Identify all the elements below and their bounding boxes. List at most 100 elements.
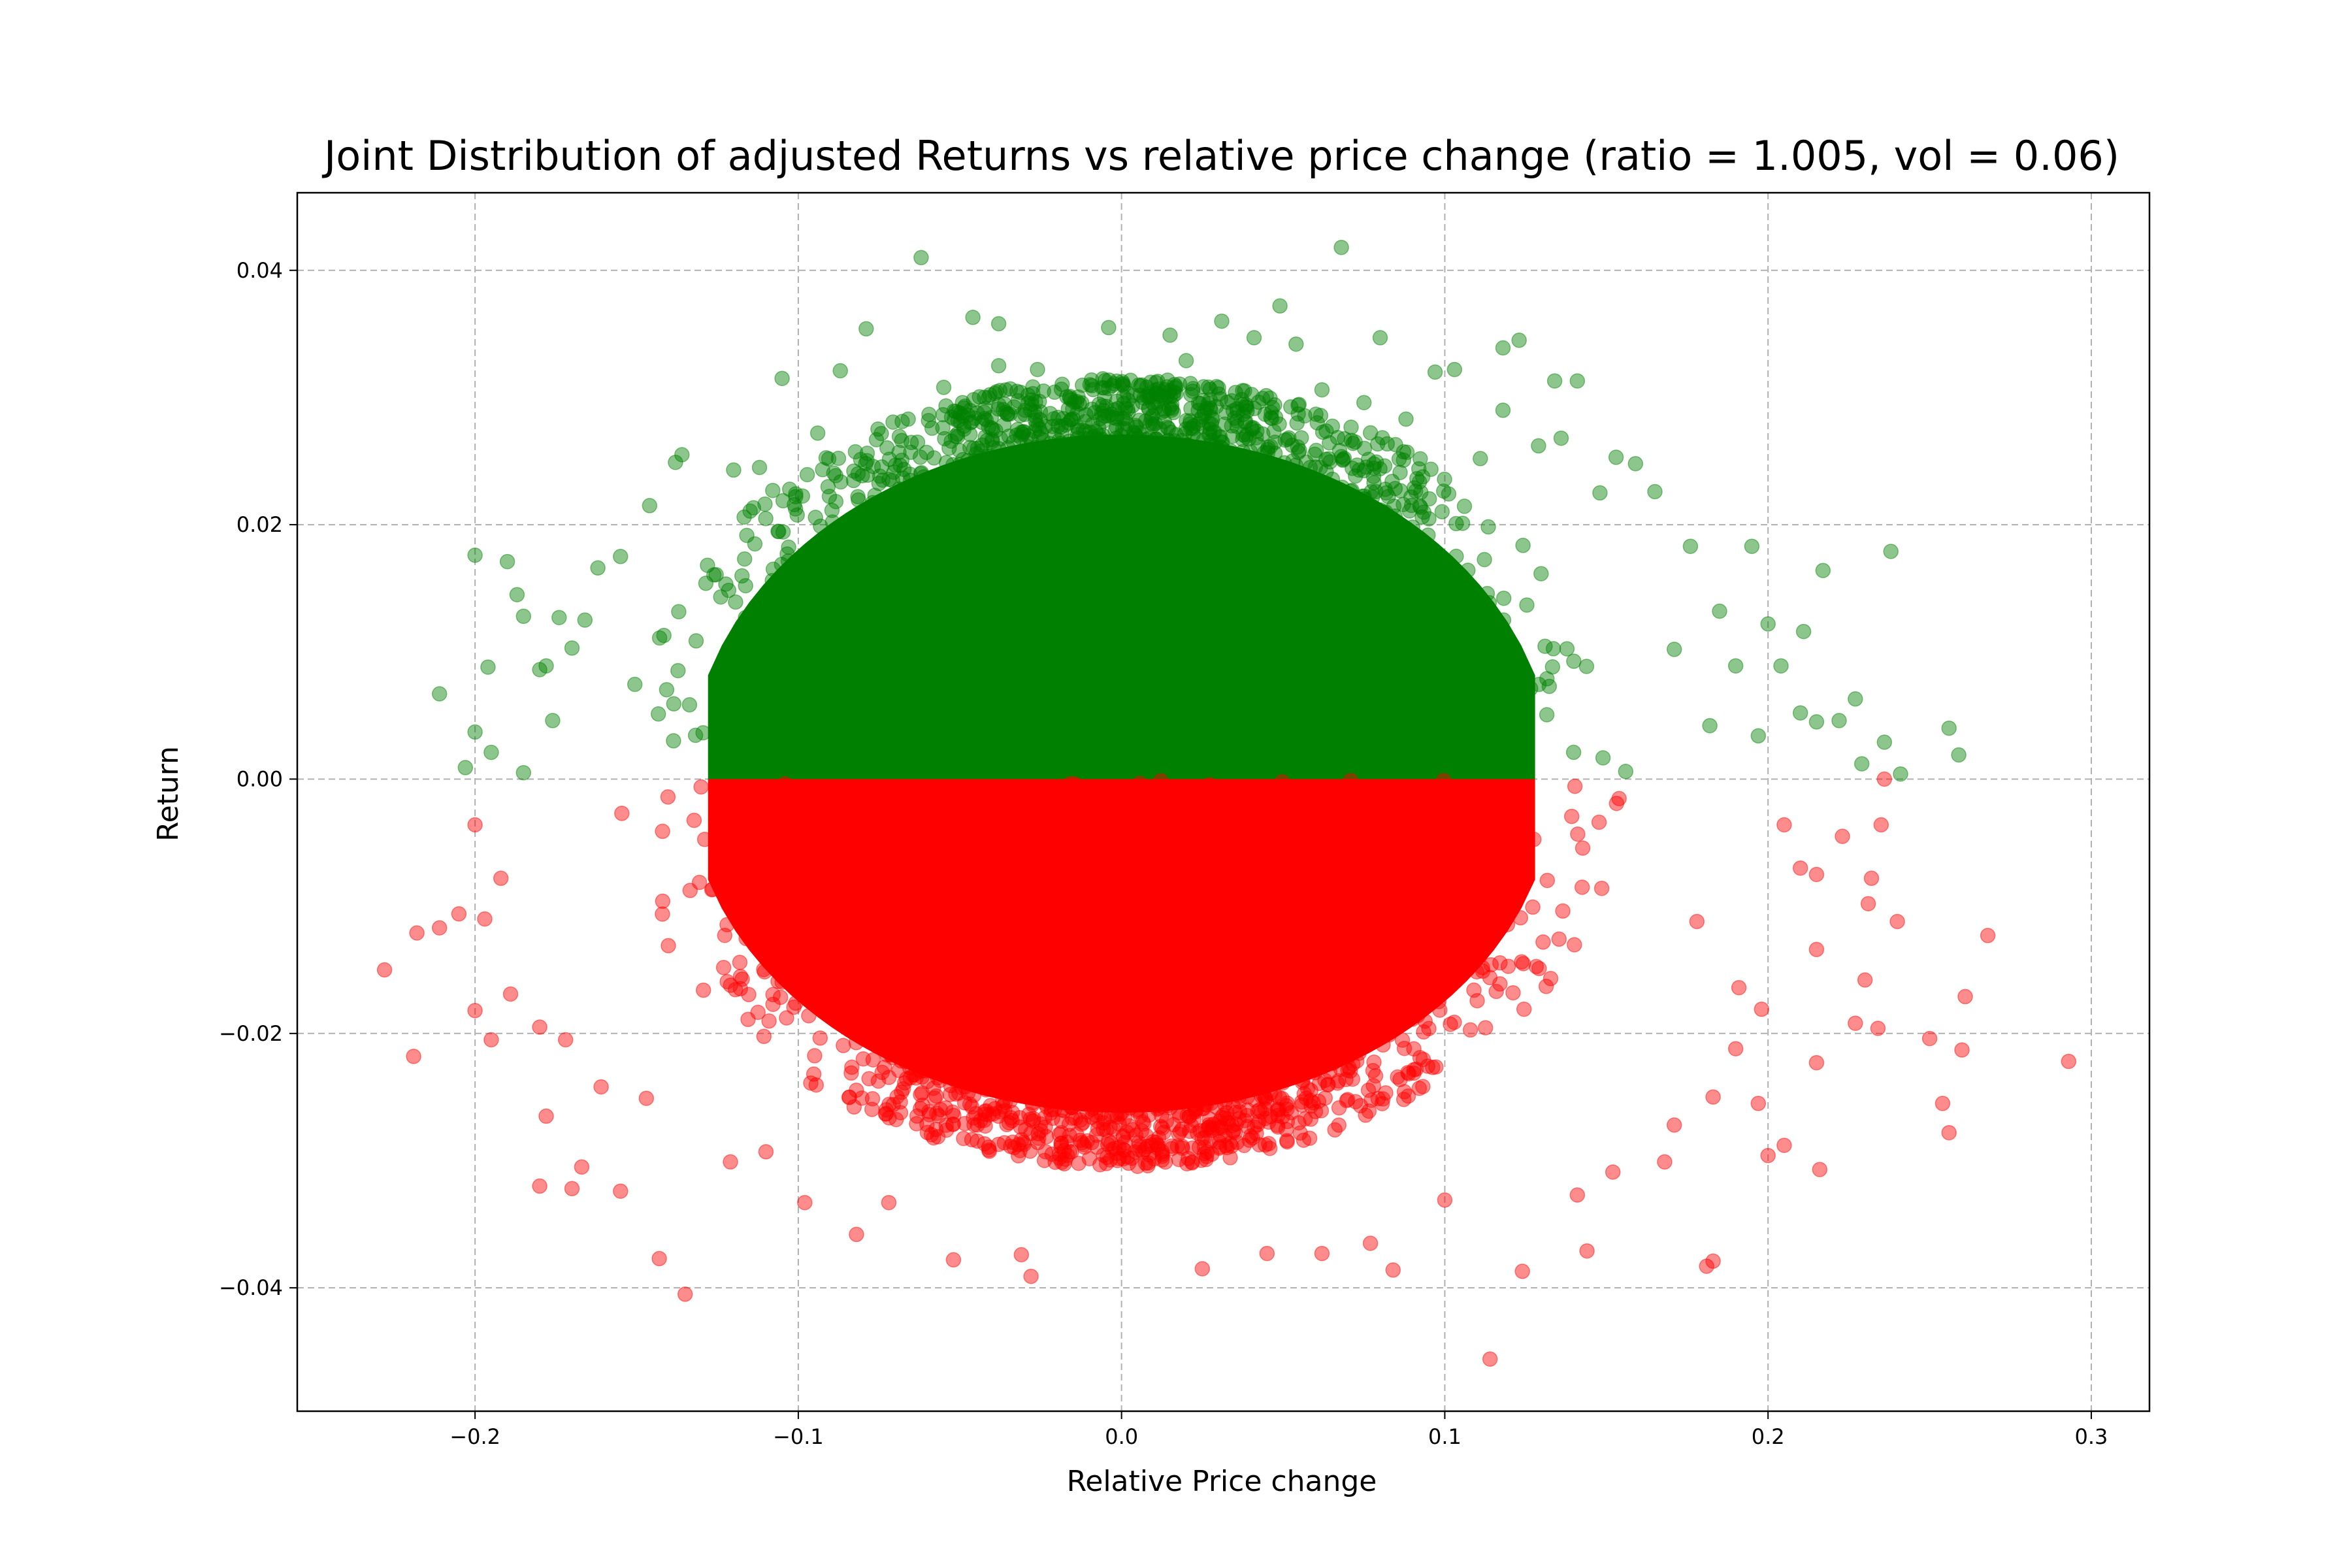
data-point [1380, 708, 1396, 723]
data-point [1122, 527, 1138, 544]
data-point [1207, 849, 1224, 865]
data-point [822, 629, 838, 645]
data-point [1314, 840, 1330, 855]
data-point [708, 566, 724, 583]
data-point [1854, 756, 1870, 772]
data-point [1831, 713, 1847, 728]
data-point [1335, 694, 1350, 710]
data-point [957, 398, 973, 414]
data-point [853, 579, 868, 595]
data-point [907, 528, 923, 544]
data-point [1427, 364, 1443, 380]
data-point [1045, 611, 1062, 627]
data-point [995, 536, 1011, 553]
data-point [1314, 382, 1330, 398]
data-point [1051, 514, 1066, 531]
data-point [1279, 659, 1295, 675]
data-point [1243, 582, 1260, 598]
data-point [1148, 671, 1164, 687]
data-point [1448, 548, 1464, 564]
data-point [1509, 673, 1526, 689]
data-point [804, 800, 820, 815]
data-point [993, 618, 1009, 634]
data-point [1792, 705, 1808, 721]
data-point [834, 956, 851, 972]
data-point [1289, 598, 1305, 615]
data-point [728, 594, 743, 610]
data-point [848, 1035, 864, 1051]
data-point [1595, 750, 1611, 766]
data-point [1197, 521, 1213, 537]
data-point [1001, 527, 1017, 543]
data-point [781, 581, 797, 597]
data-point [774, 974, 790, 990]
data-point [1349, 457, 1365, 473]
data-point [1264, 468, 1281, 485]
data-point [1237, 605, 1254, 621]
data-point [1351, 462, 1367, 478]
data-point [1205, 710, 1221, 725]
data-point [974, 536, 990, 553]
data-point [885, 414, 901, 430]
data-point [836, 860, 852, 875]
data-point [894, 433, 910, 448]
data-point [921, 725, 936, 740]
data-point [1153, 388, 1169, 404]
data-point [806, 574, 822, 591]
data-point [845, 626, 861, 642]
data-point [1074, 491, 1090, 507]
data-point [1290, 580, 1307, 596]
data-point [994, 570, 1010, 585]
data-point [1250, 766, 1266, 782]
data-point [887, 662, 904, 678]
data-point [1519, 597, 1535, 613]
data-point [851, 492, 866, 508]
data-point [1566, 653, 1582, 669]
data-point [1263, 552, 1279, 568]
data-point [1086, 436, 1103, 451]
data-point [962, 868, 978, 884]
data-point [1274, 589, 1290, 605]
data-point [1005, 604, 1021, 620]
data-point [864, 1030, 879, 1047]
data-point [1426, 930, 1441, 946]
data-point [1194, 480, 1211, 497]
data-point [1307, 459, 1324, 475]
data-point [1156, 817, 1173, 834]
data-point [945, 743, 962, 759]
data-point [963, 806, 979, 822]
data-point [1214, 548, 1230, 564]
data-point [857, 990, 873, 1006]
data-point [760, 807, 776, 823]
data-point [865, 459, 881, 474]
data-point [1172, 1108, 1188, 1124]
data-point [1350, 870, 1366, 886]
data-point [1080, 446, 1096, 462]
data-point [1477, 551, 1492, 568]
data-point [1356, 588, 1372, 604]
data-point [1177, 451, 1194, 466]
data-point [1533, 566, 1549, 581]
data-point [1037, 418, 1054, 434]
data-point [1154, 958, 1170, 973]
data-point [757, 496, 773, 512]
data-point [1122, 1100, 1138, 1116]
data-point [1392, 586, 1409, 602]
data-point [1435, 483, 1452, 499]
data-point [1543, 971, 1559, 987]
data-point [1095, 565, 1111, 581]
data-point [760, 635, 777, 651]
data-point [768, 650, 784, 666]
data-point [1385, 628, 1401, 644]
data-point [1575, 840, 1591, 856]
data-point [1003, 627, 1019, 643]
data-point [613, 549, 629, 564]
data-point [1299, 1012, 1315, 1028]
data-point [1134, 644, 1150, 660]
data-point [739, 527, 755, 544]
data-point [1160, 420, 1177, 436]
data-point [840, 786, 856, 802]
data-point [883, 705, 900, 721]
data-point [1431, 724, 1446, 740]
data-point [1093, 814, 1109, 830]
